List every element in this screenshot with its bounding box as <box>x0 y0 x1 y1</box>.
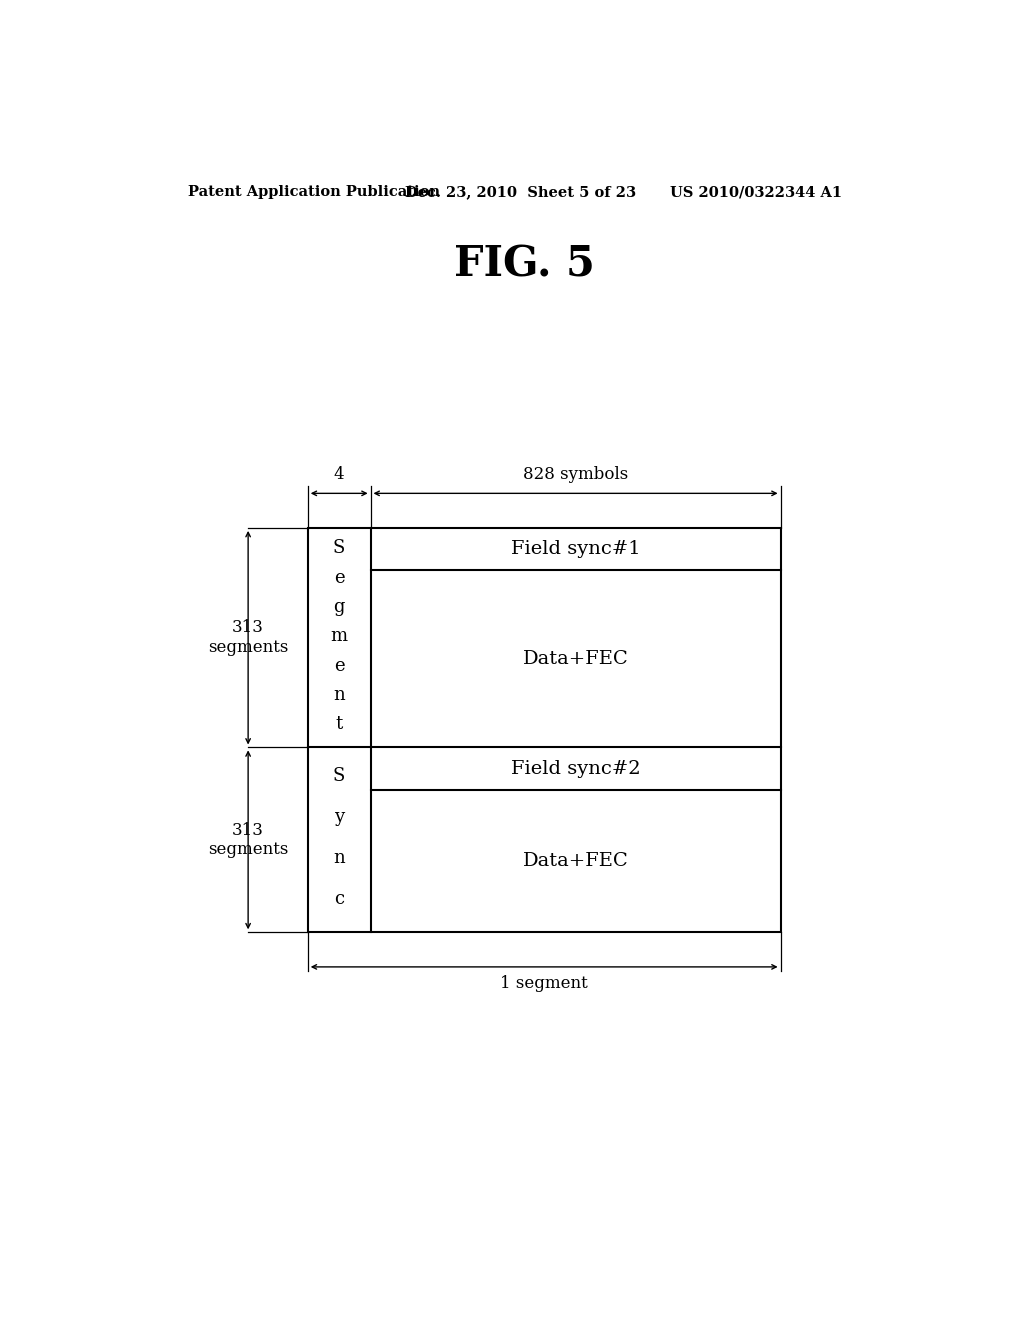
Text: Field sync#2: Field sync#2 <box>511 759 640 777</box>
Text: m: m <box>331 627 348 645</box>
Text: n: n <box>334 849 345 867</box>
Text: 1 segment: 1 segment <box>501 974 588 991</box>
Text: g: g <box>334 598 345 616</box>
Text: S: S <box>333 767 345 785</box>
Bar <box>308 528 780 932</box>
Text: n: n <box>334 686 345 704</box>
Text: US 2010/0322344 A1: US 2010/0322344 A1 <box>671 185 843 199</box>
Text: 313
segments: 313 segments <box>208 821 289 858</box>
Text: y: y <box>334 808 344 826</box>
Text: 828 symbols: 828 symbols <box>523 466 628 483</box>
Text: 4: 4 <box>334 466 344 483</box>
Text: e: e <box>334 569 344 587</box>
Text: t: t <box>336 715 343 733</box>
Text: S: S <box>333 540 345 557</box>
Text: Field sync#1: Field sync#1 <box>511 540 640 558</box>
Text: Patent Application Publication: Patent Application Publication <box>188 185 440 199</box>
Text: e: e <box>334 656 344 675</box>
Text: c: c <box>334 891 344 908</box>
Text: Dec. 23, 2010  Sheet 5 of 23: Dec. 23, 2010 Sheet 5 of 23 <box>406 185 637 199</box>
Text: 313
segments: 313 segments <box>208 619 289 656</box>
Text: Data+FEC: Data+FEC <box>522 851 629 870</box>
Text: FIG. 5: FIG. 5 <box>455 243 595 285</box>
Text: Data+FEC: Data+FEC <box>522 649 629 668</box>
